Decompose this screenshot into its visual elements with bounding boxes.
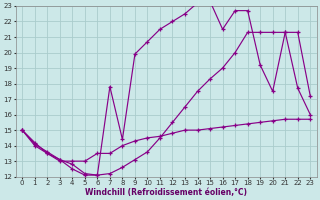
X-axis label: Windchill (Refroidissement éolien,°C): Windchill (Refroidissement éolien,°C) [85, 188, 247, 197]
